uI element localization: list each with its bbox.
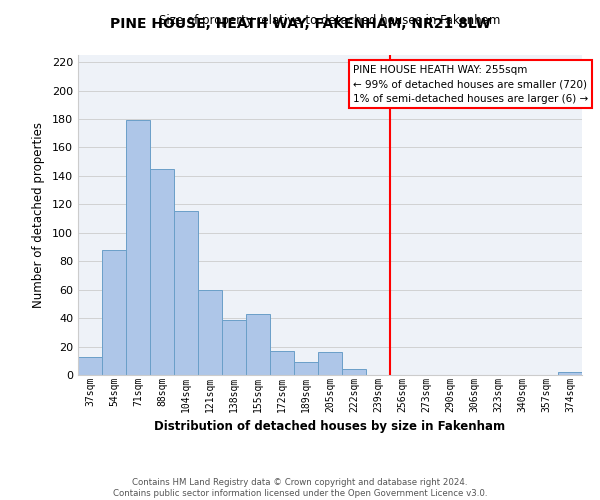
Title: Size of property relative to detached houses in Fakenham: Size of property relative to detached ho…	[160, 14, 500, 28]
Bar	[126, 120, 150, 375]
Bar	[78, 356, 102, 375]
X-axis label: Distribution of detached houses by size in Fakenham: Distribution of detached houses by size …	[154, 420, 506, 433]
Bar	[246, 314, 270, 375]
Bar	[222, 320, 246, 375]
Text: PINE HOUSE, HEATH WAY, FAKENHAM, NR21 8LW: PINE HOUSE, HEATH WAY, FAKENHAM, NR21 8L…	[110, 18, 490, 32]
Bar	[558, 372, 582, 375]
Y-axis label: Number of detached properties: Number of detached properties	[32, 122, 45, 308]
Text: PINE HOUSE HEATH WAY: 255sqm
← 99% of detached houses are smaller (720)
1% of se: PINE HOUSE HEATH WAY: 255sqm ← 99% of de…	[353, 64, 588, 104]
Bar	[294, 362, 318, 375]
Bar	[342, 370, 366, 375]
Bar	[198, 290, 222, 375]
Bar	[102, 250, 126, 375]
Bar	[318, 352, 342, 375]
Text: Contains HM Land Registry data © Crown copyright and database right 2024.
Contai: Contains HM Land Registry data © Crown c…	[113, 478, 487, 498]
Bar	[174, 212, 198, 375]
Bar	[150, 169, 174, 375]
Bar	[270, 351, 294, 375]
